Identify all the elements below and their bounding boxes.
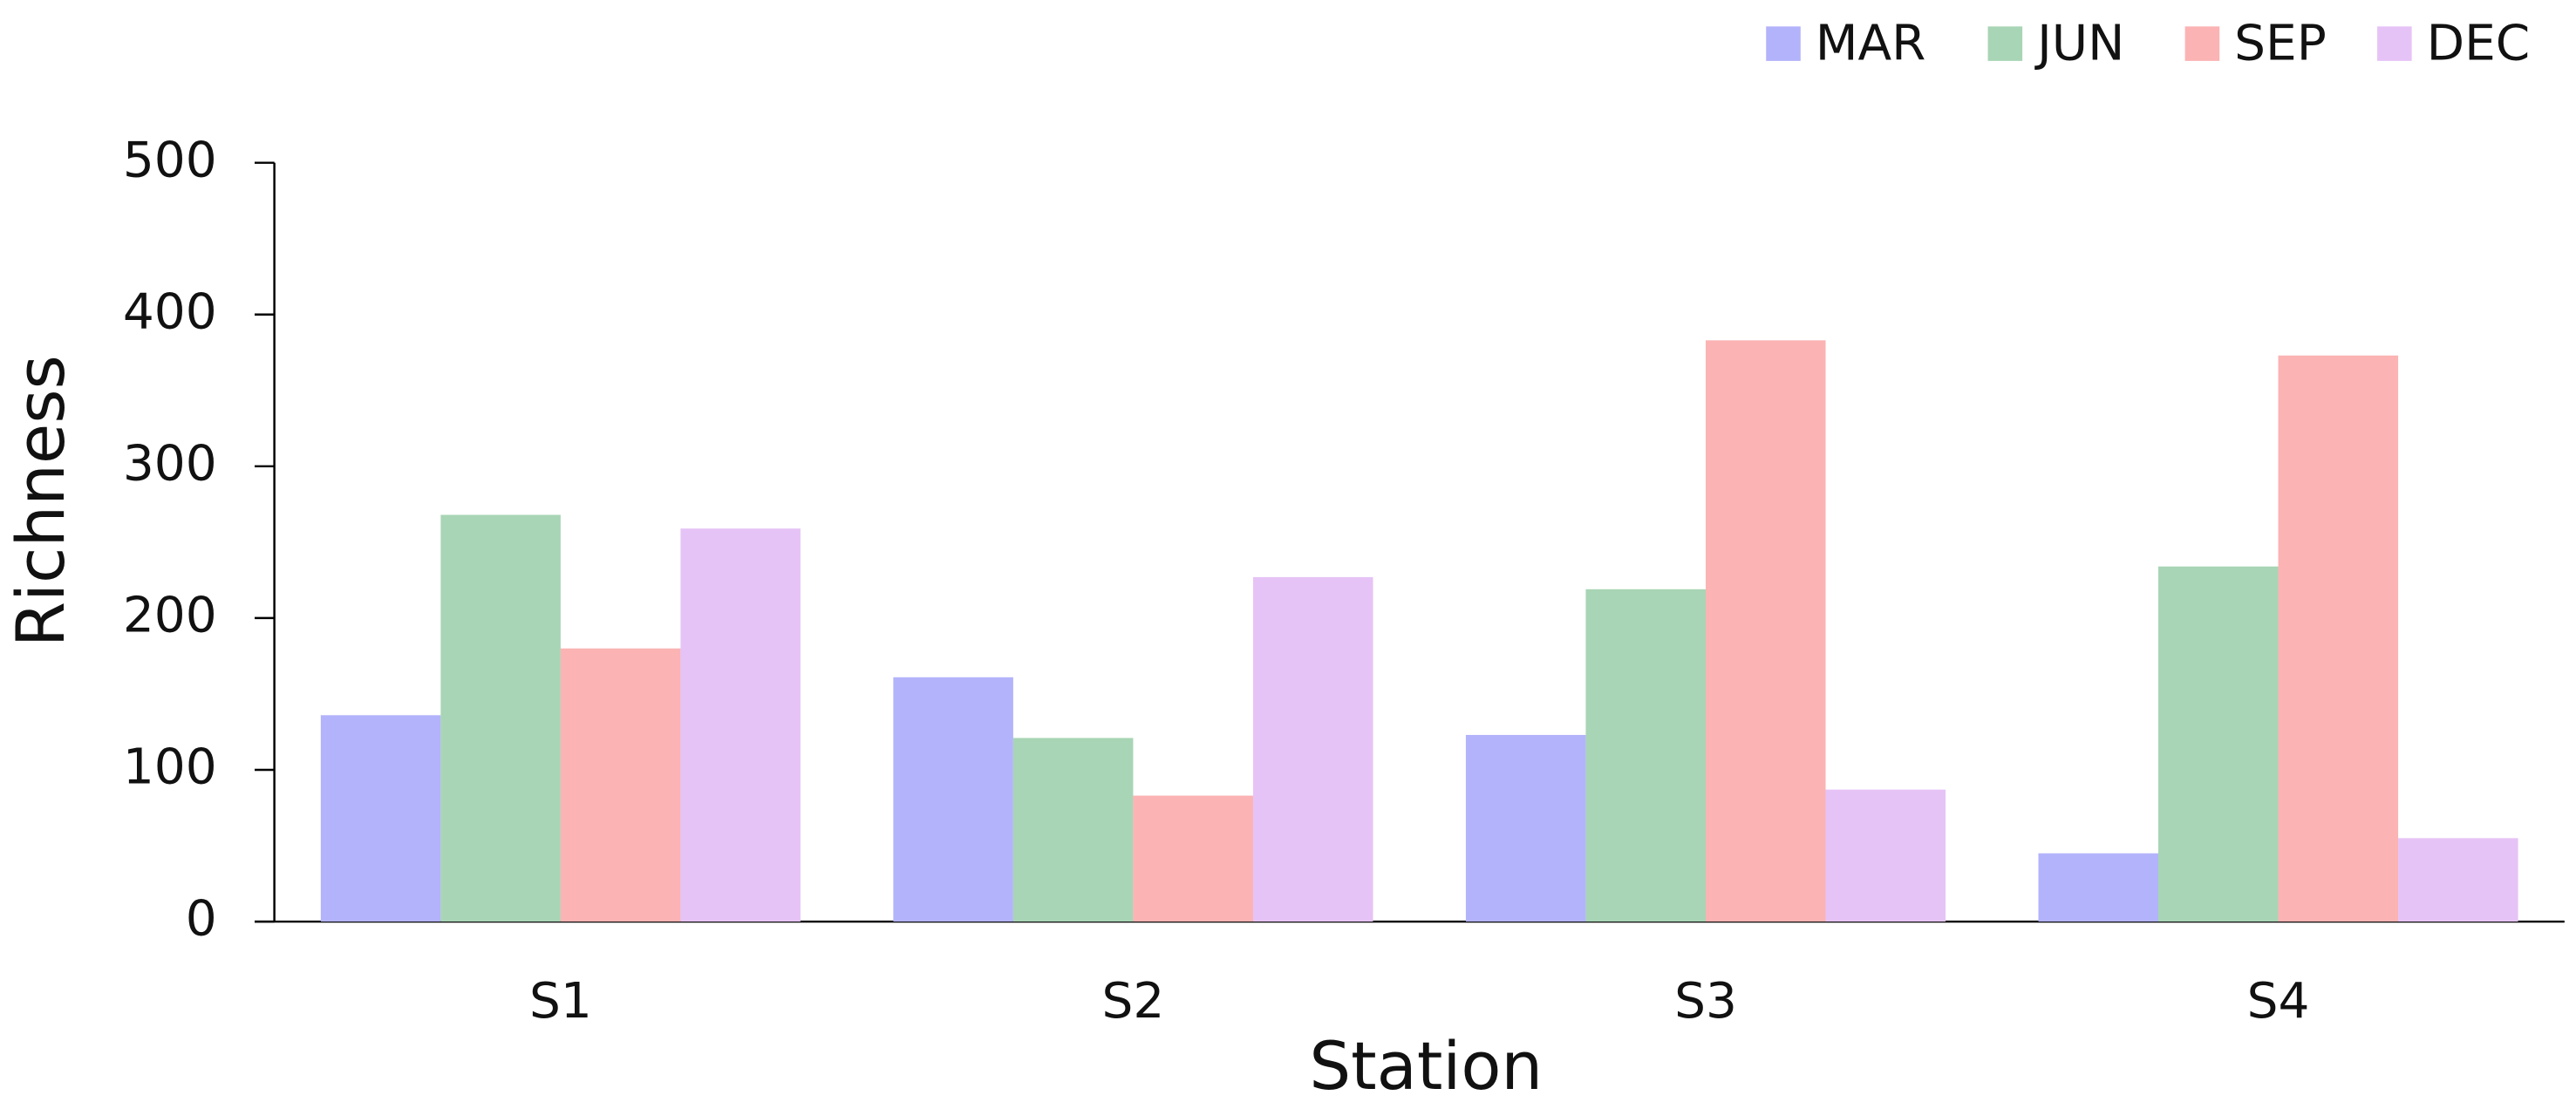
y-tick-label: 300 bbox=[123, 435, 217, 492]
legend-label: SEP bbox=[2234, 16, 2327, 72]
bar bbox=[1252, 576, 1373, 922]
x-axis-title: Station bbox=[1309, 1028, 1543, 1105]
bar bbox=[320, 715, 441, 922]
legend-swatch bbox=[1987, 26, 2023, 61]
legend-swatch bbox=[2184, 26, 2220, 61]
x-tick-label: S4 bbox=[2247, 973, 2310, 1030]
x-tick-label: S2 bbox=[1102, 973, 1165, 1030]
y-tick-label: 500 bbox=[123, 132, 217, 188]
bar bbox=[1465, 734, 1586, 922]
bar bbox=[2278, 355, 2399, 922]
bar bbox=[2158, 566, 2279, 922]
legend-swatch bbox=[1766, 26, 1801, 61]
bar bbox=[1585, 589, 1706, 922]
bar bbox=[2398, 838, 2518, 922]
legend-swatch bbox=[2377, 26, 2412, 61]
bar bbox=[1825, 789, 1946, 922]
bar bbox=[1012, 738, 1134, 922]
y-tick-label: 100 bbox=[123, 739, 217, 796]
x-tick-label: S3 bbox=[1674, 973, 1737, 1030]
bar bbox=[2038, 853, 2159, 922]
y-axis-title: Richness bbox=[3, 355, 79, 647]
bar bbox=[680, 528, 801, 922]
legend-label: DEC bbox=[2427, 16, 2531, 72]
y-tick-label: 200 bbox=[123, 588, 217, 644]
y-tick-label: 400 bbox=[123, 283, 217, 340]
x-tick-label: S1 bbox=[529, 973, 592, 1030]
y-tick-label: 0 bbox=[186, 891, 217, 948]
bar bbox=[893, 677, 1013, 922]
bar bbox=[560, 648, 681, 922]
bar bbox=[1705, 340, 1826, 922]
legend-label: JUN bbox=[2034, 16, 2124, 72]
bar bbox=[440, 514, 561, 922]
bar bbox=[1133, 795, 1253, 922]
legend-label: MAR bbox=[1816, 16, 1926, 72]
